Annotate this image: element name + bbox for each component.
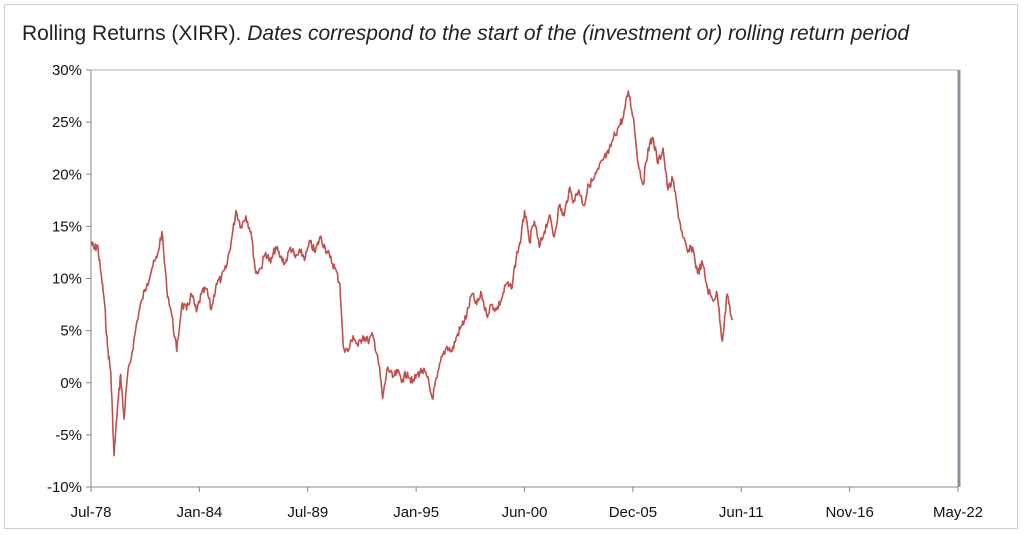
- x-tick-label: Nov-16: [825, 504, 873, 521]
- y-tick-label: 5%: [60, 323, 82, 340]
- y-tick-label: 15%: [52, 218, 82, 235]
- x-axis-ticks: Jul-78 Jan-84 Jul-89 Jan-95 Jun-00 Dec-05 Jun-…: [71, 487, 983, 521]
- x-tick-label: Jul-89: [287, 504, 328, 521]
- x-tick-label: Jun-00: [502, 504, 548, 521]
- x-tick-label: Jan-95: [393, 504, 439, 521]
- x-tick-label: May-22: [933, 504, 983, 521]
- y-tick-label: 30%: [52, 62, 82, 79]
- rolling-returns-series-line: [90, 90, 733, 457]
- chart-title-plain: Rolling Returns (XIRR).: [22, 22, 242, 45]
- chart-frame: [4, 4, 1018, 529]
- y-tick-label: 25%: [52, 114, 82, 131]
- chart-title: Rolling Returns (XIRR). Dates correspond…: [22, 22, 909, 46]
- y-tick-label: -10%: [47, 479, 82, 496]
- y-axis-ticks: 30% 25% 20% 15% 10% 5% 0% -5% -10%: [47, 62, 91, 496]
- x-tick-label: Jul-78: [71, 504, 112, 521]
- x-tick-label: Dec-05: [609, 504, 657, 521]
- y-tick-label: 20%: [52, 166, 82, 183]
- y-tick-label: 10%: [52, 271, 82, 288]
- series-group: [90, 90, 733, 457]
- x-tick-label: Jun-11: [719, 504, 764, 521]
- x-tick-label: Jan-84: [176, 504, 222, 521]
- chart-title-italic: Dates correspond to the start of the (in…: [247, 22, 910, 45]
- y-tick-label: -5%: [55, 427, 82, 444]
- y-tick-label: 0%: [60, 375, 82, 392]
